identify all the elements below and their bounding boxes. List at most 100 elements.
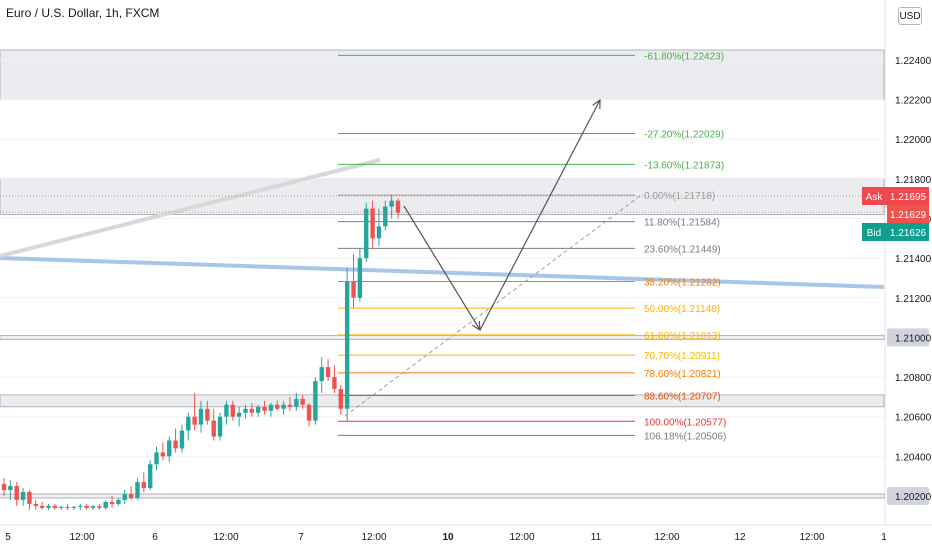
zone-box	[0, 394, 885, 408]
candle-body	[224, 404, 229, 417]
bid-value-box	[887, 223, 929, 241]
candle-body	[376, 226, 382, 239]
candle	[58, 505, 64, 510]
candle	[33, 499, 38, 510]
candle-body	[287, 404, 293, 407]
candle	[14, 482, 19, 506]
candle	[109, 496, 115, 508]
candle	[344, 268, 350, 421]
candle	[262, 400, 267, 415]
candle-body	[103, 501, 108, 508]
candle-body	[198, 408, 204, 425]
time-tick-label: 12:00	[654, 532, 679, 543]
time-tick-label: 12:00	[69, 532, 94, 543]
candle-body	[160, 452, 166, 457]
blue-trendline[interactable]	[0, 256, 885, 289]
candle	[173, 428, 178, 453]
time-tick-label: 12:00	[361, 532, 386, 543]
time-axis[interactable]: 5 12:00 6 12:00 7 12:00 10 12:00 11 12:00 12 12:00 1	[0, 524, 932, 543]
candle	[135, 478, 140, 500]
candle-body	[71, 506, 77, 508]
ask-value: 1.21695	[890, 192, 927, 203]
candle	[325, 359, 331, 382]
candle-body	[14, 486, 19, 500]
zone-box	[0, 49, 885, 101]
candle	[78, 503, 83, 510]
candle	[205, 400, 210, 425]
candle	[389, 194, 394, 219]
candle-body	[275, 404, 280, 409]
candle	[147, 460, 153, 491]
ask-value-box	[887, 187, 929, 205]
fib-level-label: 0.00%(1.21718)	[644, 191, 715, 202]
candle	[306, 402, 312, 427]
candle	[224, 400, 229, 425]
candle	[46, 503, 51, 510]
fib-level-label: 106.18%(1.20506)	[644, 431, 726, 442]
candle	[198, 400, 204, 433]
price-axis[interactable]: 1.20200 1.20400 1.20600 1.20800 1.21000 1.212…	[884, 0, 932, 550]
fib-level-label: 100.00%(1.20577)	[644, 417, 726, 428]
fib-level-label: 61.80%(1.21013)	[644, 331, 721, 342]
time-tick-label: 10	[442, 532, 454, 543]
candle	[364, 202, 369, 263]
candle-body	[52, 505, 58, 508]
bid-label: Bid	[867, 228, 881, 239]
price-tick-label: 1.20600	[895, 413, 932, 424]
time-tick-label: 6	[152, 532, 158, 543]
candle-body	[268, 404, 274, 411]
candle	[65, 503, 70, 510]
candle	[275, 400, 280, 411]
ask-label: Ask	[866, 192, 884, 203]
candle-body	[135, 482, 140, 498]
fib-level-label: 11.80%(1.21584)	[644, 218, 720, 229]
candle-body	[58, 506, 64, 508]
candle	[376, 208, 382, 247]
grey-trendline[interactable]	[0, 158, 381, 258]
fib-level-label: 70.70%(1.20911)	[644, 351, 720, 362]
candle-body	[351, 281, 356, 298]
price-tick-label: 1.21800	[895, 175, 932, 186]
price-highlight-tag	[887, 487, 929, 505]
candle	[52, 503, 58, 510]
candle-body	[141, 482, 147, 489]
candle	[192, 392, 197, 431]
candle	[236, 406, 242, 427]
candle-body	[128, 494, 134, 498]
candle	[313, 377, 318, 425]
candle-body	[39, 505, 45, 508]
candle-body	[33, 503, 38, 506]
price-tick-label: 1.21200	[895, 294, 932, 305]
fib-level-label: -13.60%(1.21873)	[644, 160, 724, 171]
price-axis-background	[885, 0, 932, 550]
candle	[116, 497, 121, 506]
candle-body	[27, 492, 32, 504]
price-tick-label: 1.22400	[895, 56, 932, 67]
candle	[186, 412, 191, 441]
candle	[103, 499, 108, 510]
candle	[179, 424, 185, 453]
quote-tags: Ask 1.21695 1.21629 Bid 1.21626	[0, 187, 929, 241]
candle	[122, 490, 127, 504]
last-value-box	[887, 205, 929, 223]
candle	[332, 365, 337, 393]
currency-button[interactable]: USD	[898, 7, 922, 25]
candle	[27, 490, 32, 510]
candle-body	[8, 486, 13, 491]
candle-body	[46, 505, 51, 508]
candle-body	[97, 506, 102, 508]
fibonacci-retracement[interactable]: -61.80%(1.22423) -27.20%(1.22029) -13.60%(…	[338, 51, 726, 442]
candle-body	[313, 381, 318, 421]
candle-body	[192, 416, 197, 425]
candle-body	[306, 404, 312, 421]
price-tick-label: 1.22000	[895, 135, 932, 146]
candle	[71, 505, 77, 510]
candle-body	[186, 416, 191, 431]
candle-body	[116, 499, 121, 504]
last-value: 1.21629	[890, 210, 927, 221]
candle	[97, 503, 102, 510]
time-tick-label: 12:00	[509, 532, 534, 543]
candle-body	[395, 200, 401, 213]
price-tick-label: 1.21400	[895, 254, 932, 265]
